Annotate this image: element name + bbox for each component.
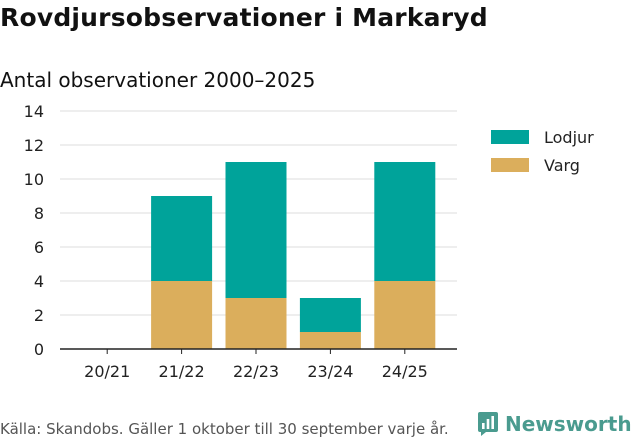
y-tick-label-12: 12: [24, 136, 44, 155]
legend-swatch-varg: [491, 158, 529, 172]
y-tick-label-0: 0: [34, 340, 44, 359]
stacked-bar-chart: 0 2 4 6 8 10 12 14 20/21 21/22 22/23 23/24 24/25 Lod…: [24, 102, 595, 381]
y-tick-label-10: 10: [24, 170, 44, 189]
brand-logo: Newsworthy: [477, 409, 631, 439]
bars: [151, 162, 436, 349]
newsworthy-logo-icon: [478, 412, 498, 436]
bar-lodjur-23-24: [299, 298, 361, 332]
bar-varg-22-23: [225, 298, 287, 349]
bar-varg-21-22: [151, 281, 213, 349]
axes: 0 2 4 6 8 10 12 14 20/21 21/22 22/23 23/24 24/25: [24, 102, 457, 381]
y-tick-label-8: 8: [34, 204, 44, 223]
x-tick-label-23-24: 23/24: [307, 362, 353, 381]
y-tick-label-14: 14: [24, 102, 44, 121]
bar-varg-24-25: [374, 281, 436, 349]
legend: Lodjur Varg: [491, 128, 594, 175]
brand-name: Newsworthy: [505, 412, 631, 436]
x-tick-label-22-23: 22/23: [233, 362, 279, 381]
x-tick-label-24-25: 24/25: [382, 362, 428, 381]
legend-label-varg: Varg: [544, 156, 580, 175]
legend-swatch-lodjur: [491, 130, 529, 144]
chart-title: Rovdjursobservationer i Markaryd: [0, 3, 488, 32]
y-tick-label-6: 6: [34, 238, 44, 257]
bar-lodjur-22-23: [225, 162, 287, 298]
y-tick-label-4: 4: [34, 272, 44, 291]
bar-lodjur-21-22: [151, 196, 213, 281]
x-tick-label-20-21: 20/21: [84, 362, 130, 381]
legend-label-lodjur: Lodjur: [544, 128, 594, 147]
y-tick-label-2: 2: [34, 306, 44, 325]
bar-lodjur-24-25: [374, 162, 436, 281]
chart-subtitle: Antal observationer 2000–2025: [0, 68, 316, 92]
x-tick-label-21-22: 21/22: [159, 362, 205, 381]
source-note: Källa: Skandobs. Gäller 1 oktober till 3…: [0, 420, 449, 438]
bar-varg-23-24: [299, 332, 361, 349]
